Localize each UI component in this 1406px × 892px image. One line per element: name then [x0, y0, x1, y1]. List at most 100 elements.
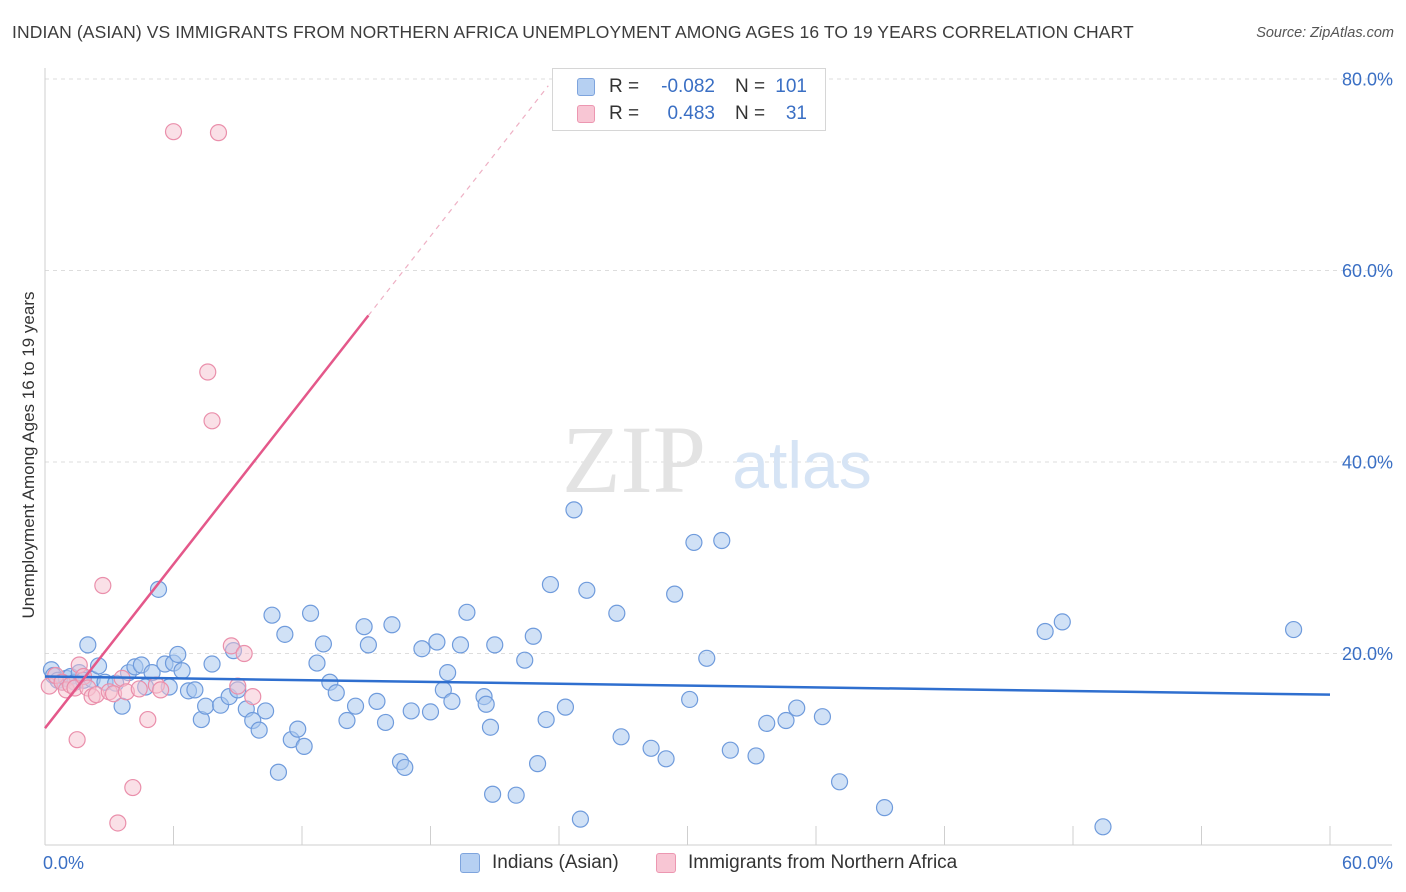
data-point-immigrants — [199, 363, 217, 381]
data-point-indians — [458, 603, 476, 621]
data-point-indians — [1284, 620, 1303, 639]
trend-line-immigrants — [44, 314, 370, 729]
data-point-indians — [376, 713, 395, 732]
legend-swatch-indians — [460, 853, 480, 873]
watermark-atlas: atlas — [732, 428, 871, 502]
data-point-indians — [338, 711, 356, 730]
legend-n-label: N = — [735, 103, 766, 124]
data-point-indians — [642, 739, 660, 757]
data-point-indians — [813, 708, 832, 726]
data-point-indians — [685, 533, 703, 552]
data-point-indians — [721, 741, 739, 759]
data-point-indians — [875, 799, 894, 817]
legend-swatch-immigrants — [656, 853, 676, 873]
data-point-indians — [428, 633, 446, 651]
legend-swatch-indians — [577, 78, 595, 96]
data-point-indians — [612, 728, 630, 746]
data-point-indians — [368, 692, 386, 710]
data-point-indians — [747, 747, 765, 765]
data-point-indians — [507, 786, 525, 804]
data-point-indians — [346, 697, 365, 715]
data-point-indians — [197, 697, 215, 715]
data-point-indians — [1036, 622, 1054, 641]
data-point-indians — [256, 702, 275, 720]
axes — [44, 68, 1392, 846]
data-point-indians — [758, 714, 776, 732]
data-point-immigrants — [130, 680, 148, 698]
data-point-indians — [383, 616, 401, 634]
data-point-indians — [666, 585, 684, 603]
legend-label-immigrants: Immigrants from Northern Africa — [688, 852, 958, 873]
data-point-indians — [1094, 818, 1112, 836]
legend-label-indians: Indians (Asian) — [492, 852, 619, 873]
data-point-indians — [443, 692, 461, 710]
y-tick-label: 20.0% — [1342, 644, 1393, 664]
data-point-immigrants — [222, 637, 240, 655]
gridlines — [45, 78, 1392, 654]
legend-item-indians: Indians (Asian) — [460, 852, 619, 874]
data-point-indians — [402, 702, 420, 720]
data-point-indians — [413, 640, 431, 658]
data-point-immigrants — [244, 687, 262, 706]
data-point-immigrants — [203, 412, 221, 430]
series-indians-points — [42, 501, 1303, 836]
data-point-indians — [295, 737, 313, 755]
y-axis-label: Unemployment Among Ages 16 to 19 years — [19, 291, 38, 619]
data-point-indians — [565, 501, 583, 519]
data-point-immigrants — [94, 576, 112, 595]
legend-item-immigrants: Immigrants from Northern Africa — [656, 852, 957, 874]
data-point-immigrants — [152, 681, 170, 699]
data-point-indians — [528, 755, 547, 773]
x-tick-label: 60.0% — [1342, 853, 1393, 873]
data-point-indians — [484, 785, 502, 803]
series-immigrants-points — [40, 123, 262, 832]
x-tick-label: 0.0% — [43, 853, 84, 873]
data-point-indians — [173, 662, 191, 680]
x-tick-labels: 0.0% 60.0% — [43, 853, 1393, 873]
data-point-indians — [421, 703, 440, 721]
data-point-immigrants — [209, 124, 228, 142]
data-point-indians — [79, 636, 97, 654]
data-point-indians — [788, 699, 806, 717]
data-point-indians — [203, 655, 221, 673]
data-point-indians — [571, 810, 590, 828]
legend-r-value: -0.082 — [661, 76, 715, 97]
data-point-indians — [556, 698, 575, 716]
y-tick-label: 40.0% — [1342, 453, 1393, 473]
chart-title: INDIAN (ASIAN) VS IMMIGRANTS FROM NORTHE… — [12, 22, 1134, 42]
data-point-immigrants — [68, 731, 86, 749]
y-tick-labels: 20.0% 40.0% 60.0% 80.0% — [1342, 70, 1393, 665]
legend-row-immigrants: R = 0.483 N = 31 — [577, 102, 807, 126]
trend-line-immigrants-extension — [367, 85, 549, 316]
trend-lines — [44, 85, 1331, 729]
data-point-indians — [263, 606, 281, 624]
data-point-immigrants — [124, 778, 142, 797]
data-point-indians — [486, 636, 504, 654]
data-point-indians — [355, 618, 373, 636]
data-point-indians — [477, 695, 495, 713]
data-point-indians — [396, 758, 414, 777]
y-tick-label: 60.0% — [1342, 261, 1393, 281]
data-point-indians — [537, 710, 555, 729]
data-point-indians — [186, 681, 204, 699]
data-point-immigrants — [235, 644, 253, 663]
data-point-indians — [359, 636, 377, 654]
data-point-indians — [451, 636, 470, 654]
legend-n-value: 101 — [775, 76, 807, 97]
data-point-indians — [698, 649, 716, 667]
watermark-zip: ZIP — [562, 406, 706, 513]
series-legend: Indians (Asian) Immigrants from Northern… — [0, 852, 1406, 876]
data-point-indians — [481, 718, 500, 736]
data-point-immigrants — [164, 123, 183, 141]
y-tick-label: 80.0% — [1342, 70, 1393, 90]
data-point-indians — [608, 604, 626, 622]
legend-n-label: N = — [735, 76, 766, 97]
data-point-indians — [713, 531, 731, 550]
data-point-indians — [439, 664, 457, 682]
data-point-indians — [1053, 613, 1071, 631]
data-point-immigrants — [139, 710, 157, 729]
data-point-indians — [777, 711, 795, 730]
legend-r-label: R = — [609, 76, 640, 97]
legend-swatch-immigrants — [577, 105, 595, 123]
data-point-indians — [289, 720, 307, 738]
